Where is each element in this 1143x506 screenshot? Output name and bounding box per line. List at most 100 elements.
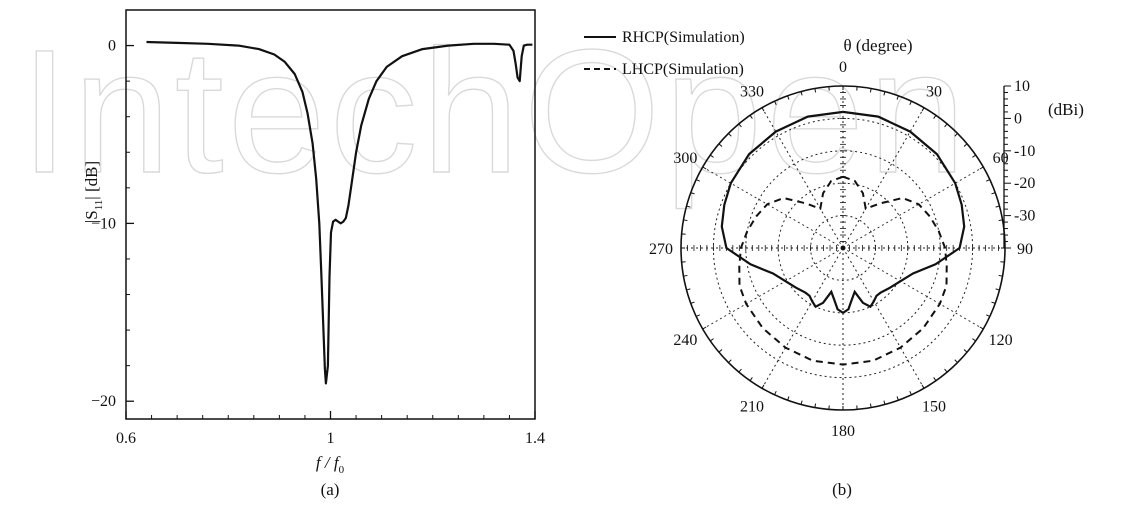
angle-tick-label: 210 — [740, 399, 764, 416]
angle-tick-label: 300 — [673, 150, 697, 167]
x-tick-label: 0.6 — [116, 430, 136, 447]
polar-angle-tick — [702, 166, 707, 170]
s11-y-axis-label: |S11| [dB] — [82, 161, 105, 223]
polar-angle-tick — [695, 179, 701, 182]
s11-chart: 0.6 1 1.4 0 −10 −20 |S11| [dB] f / f0 (a) — [82, 9, 545, 499]
polar-angle-tick — [944, 123, 948, 128]
polar-spoke — [702, 166, 844, 249]
polar-angle-tick — [985, 179, 991, 182]
angle-tick-label: 330 — [740, 83, 764, 100]
polar-angle-tick — [985, 314, 991, 317]
polar-angle-tick — [761, 384, 765, 389]
y-tick-label: 0 — [108, 38, 116, 55]
polar-angle-labels: 0 30 60 90 120 150 180 210 240 270 300 330 — [649, 59, 1033, 440]
polar-angle-tick — [963, 349, 968, 353]
polar-pattern-chart: 0 30 60 90 120 150 180 210 240 270 300 330 10 0 -10 -2… — [584, 29, 1084, 499]
polar-angle-tick — [896, 95, 899, 100]
polar-angle-tick — [718, 349, 723, 353]
s11-curve — [146, 40, 533, 385]
legend-lhcp-label: LHCP(Simulation) — [622, 61, 744, 78]
radial-scale: 10 0 -10 -20 -30 — [1003, 78, 1035, 249]
legend-rhcp-label: RHCP(Simulation) — [622, 29, 745, 46]
polar-angle-tick — [728, 359, 732, 363]
s11-ticks: 0.6 1 1.4 0 −10 −20 — [91, 38, 545, 447]
polar-angle-tick — [933, 115, 937, 119]
angle-tick-label: 30 — [926, 83, 942, 100]
polar-angle-tick — [800, 400, 803, 405]
polar-angle-tick — [954, 359, 958, 363]
polar-angle-tick — [869, 403, 872, 408]
angle-tick-label: 120 — [989, 332, 1013, 349]
polar-angle-tick — [944, 368, 948, 373]
polar-angle-tick — [728, 133, 732, 137]
polar-spoke — [842, 247, 984, 330]
polar-angle-tick — [749, 377, 753, 381]
polar-angle-tick — [909, 390, 912, 396]
polar-angle-tick — [718, 143, 723, 147]
polar-angle-tick — [686, 288, 691, 291]
polar-angle-tick — [998, 219, 1003, 222]
polar-angle-tick — [774, 390, 777, 396]
polar-spoke — [842, 166, 984, 249]
polar-angle-tick — [998, 274, 1003, 277]
polar-angle-tick — [896, 396, 899, 401]
angle-tick-label: 0 — [839, 59, 847, 76]
polar-angle-tick — [702, 326, 707, 330]
polar-angle-tick — [814, 88, 817, 93]
polar-spoke — [702, 247, 844, 330]
polar-angle-tick — [883, 91, 886, 96]
polar-angle-tick — [774, 100, 777, 106]
polar-angle-tick — [909, 100, 912, 106]
polar-spoke — [842, 247, 925, 389]
y-tick-label: −10 — [91, 215, 116, 232]
polar-angle-tick — [690, 301, 695, 304]
angle-tick-label: 180 — [831, 423, 855, 440]
polar-center — [840, 245, 846, 251]
polar-angle-tick — [921, 107, 925, 112]
polar-angle-tick — [979, 166, 984, 170]
polar-angle-tick — [995, 288, 1000, 291]
polar-angle-tick — [979, 326, 984, 330]
polar-angle-tick — [800, 91, 803, 96]
panel-a-label: (a) — [321, 480, 340, 499]
angle-tick-label: 60 — [993, 150, 1009, 167]
polar-angle-tick — [710, 154, 714, 158]
polar-angle-tick — [683, 274, 688, 277]
angle-axis-title: θ (degree) — [843, 36, 912, 55]
polar-angle-tick — [749, 115, 753, 119]
angle-tick-label: 240 — [673, 332, 697, 349]
radial-tick-label: 0 — [1014, 110, 1022, 127]
polar-angle-tick — [738, 368, 742, 373]
x-tick-label: 1 — [327, 430, 335, 447]
radial-tick-label: 10 — [1014, 78, 1030, 95]
panel-b-label: (b) — [832, 480, 852, 499]
polar-angle-tick — [761, 107, 765, 112]
polar-angle-tick — [921, 384, 925, 389]
polar-spoke — [761, 247, 844, 389]
s11-x-axis-label: f / f0 — [316, 453, 345, 476]
polar-angle-tick — [954, 133, 958, 137]
polar-angle-tick — [814, 403, 817, 408]
polar-angle-tick — [710, 338, 714, 342]
polar-angle-tick — [695, 314, 701, 317]
polar-angle-tick — [991, 301, 996, 304]
polar-angle-tick — [690, 192, 695, 195]
polar-angle-tick — [787, 95, 790, 100]
angle-tick-label: 270 — [649, 241, 673, 258]
polar-angle-tick — [869, 88, 872, 93]
legend: RHCP(Simulation) LHCP(Simulation) — [584, 29, 745, 78]
radial-tick-label: -10 — [1014, 143, 1035, 160]
y-tick-label: −20 — [91, 393, 116, 410]
x-tick-label: 1.4 — [525, 430, 545, 447]
polar-angle-tick — [883, 400, 886, 405]
polar-angle-tick — [972, 154, 976, 158]
polar-angle-tick — [683, 219, 688, 222]
lhcp-curve — [738, 175, 948, 366]
watermark: IntechOpen — [20, 14, 970, 210]
polar-angle-tick — [972, 338, 976, 342]
polar-angle-tick — [738, 123, 742, 128]
rhcp-curve — [720, 110, 966, 315]
polar-angle-tick — [963, 143, 968, 147]
radial-tick-label: -30 — [1014, 208, 1035, 225]
